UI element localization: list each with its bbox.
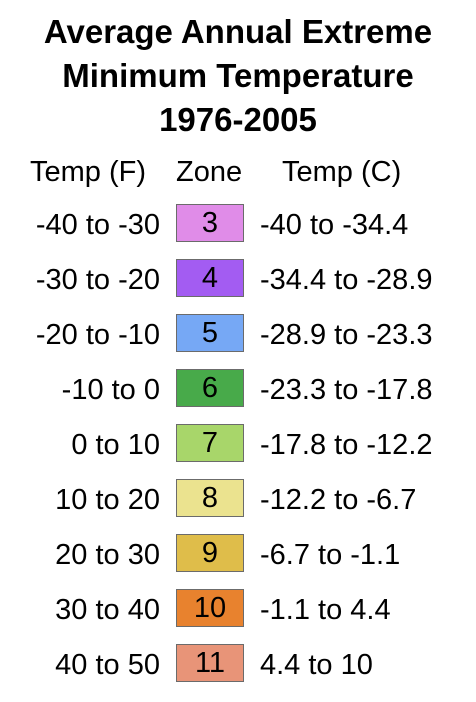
temp-c-range: -40 to -34.4: [260, 206, 408, 244]
legend-row-zone-6: -10 to 0 6 -23.3 to -17.8: [0, 369, 476, 411]
temp-f-range: -10 to 0: [62, 371, 160, 409]
temp-c-range: -6.7 to -1.1: [260, 536, 400, 574]
temp-f-range: -30 to -20: [36, 261, 160, 299]
zone-swatch: 11: [176, 644, 244, 682]
temp-f-range: 0 to 10: [71, 426, 160, 464]
temp-c-range: -1.1 to 4.4: [260, 591, 391, 629]
temp-f-range: -20 to -10: [36, 316, 160, 354]
legend-title-line-1: Average Annual Extreme: [0, 12, 476, 52]
temp-c-range: -12.2 to -6.7: [260, 481, 416, 519]
temp-c-range: -23.3 to -17.8: [260, 371, 433, 409]
zone-swatch: 4: [176, 259, 244, 297]
temp-f-range: 10 to 20: [55, 481, 160, 519]
zone-swatch: 6: [176, 369, 244, 407]
temp-f-range: -40 to -30: [36, 206, 160, 244]
zone-swatch: 10: [176, 589, 244, 627]
legend-row-zone-9: 20 to 30 9 -6.7 to -1.1: [0, 534, 476, 576]
temp-c-range: -34.4 to -28.9: [260, 261, 433, 299]
legend-title-line-3: 1976-2005: [0, 100, 476, 140]
column-header-temp-c: Temp (C): [282, 154, 401, 190]
column-header-zone: Zone: [176, 154, 242, 190]
temp-f-range: 30 to 40: [55, 591, 160, 629]
legend-row-zone-3: -40 to -30 3 -40 to -34.4: [0, 204, 476, 246]
legend-row-zone-8: 10 to 20 8 -12.2 to -6.7: [0, 479, 476, 521]
zone-swatch: 8: [176, 479, 244, 517]
legend-row-zone-10: 30 to 40 10 -1.1 to 4.4: [0, 589, 476, 631]
temp-c-range: -28.9 to -23.3: [260, 316, 433, 354]
temp-c-range: 4.4 to 10: [260, 646, 373, 684]
zone-swatch: 7: [176, 424, 244, 462]
temp-c-range: -17.8 to -12.2: [260, 426, 433, 464]
legend-title-line-2: Minimum Temperature: [0, 56, 476, 96]
zone-swatch: 5: [176, 314, 244, 352]
legend-row-zone-11: 40 to 50 11 4.4 to 10: [0, 644, 476, 686]
zone-swatch: 3: [176, 204, 244, 242]
temp-f-range: 40 to 50: [55, 646, 160, 684]
legend-row-zone-4: -30 to -20 4 -34.4 to -28.9: [0, 259, 476, 301]
temp-f-range: 20 to 30: [55, 536, 160, 574]
legend-row-zone-5: -20 to -10 5 -28.9 to -23.3: [0, 314, 476, 356]
column-header-temp-f: Temp (F): [30, 154, 146, 190]
zone-swatch: 9: [176, 534, 244, 572]
legend-row-zone-7: 0 to 10 7 -17.8 to -12.2: [0, 424, 476, 466]
